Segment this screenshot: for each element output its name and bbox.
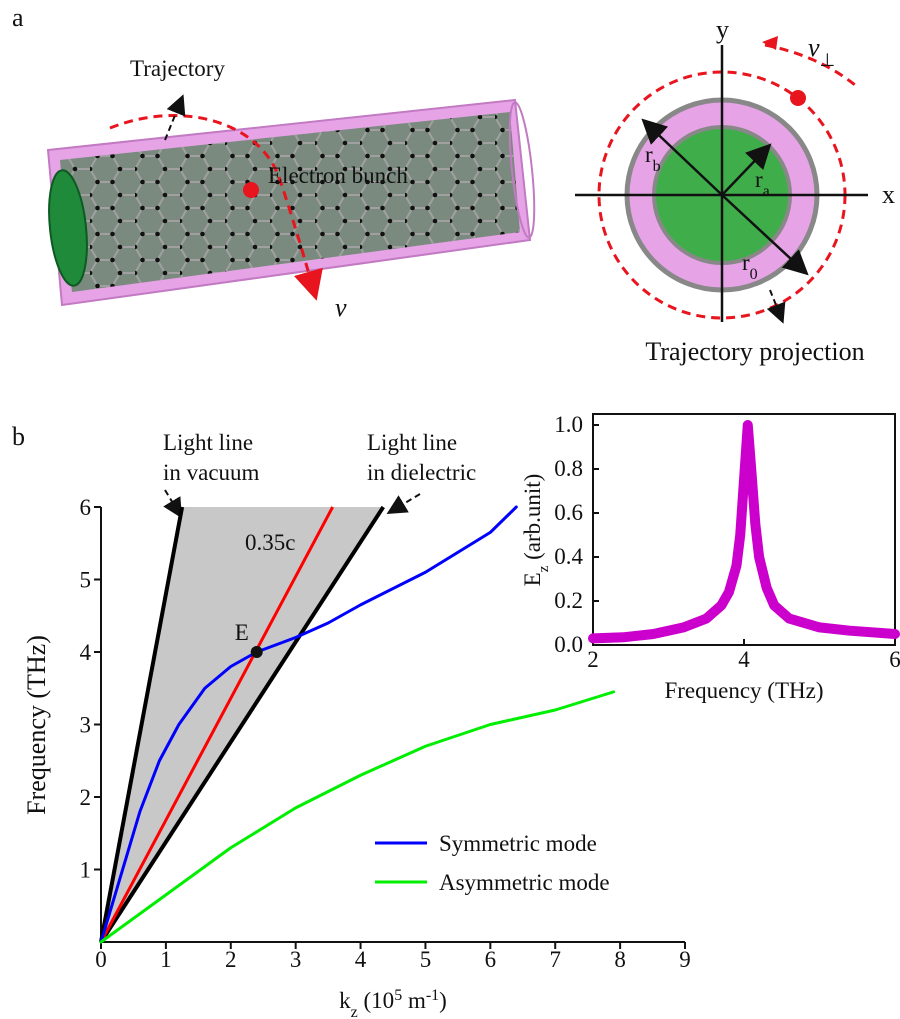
y-axis-title: Ez (arb.unit) [520,474,552,587]
text: (10 [358,988,394,1013]
v: v [808,33,820,62]
reference-label: in dielectric [367,460,476,485]
x-axis-title: kz (105 m-1) [339,987,447,1019]
x-tick-label: 7 [549,947,561,972]
plots: 0 1 2 3 4 5 6 7 8 9 1 2 3 4 5 6 Light line in vacuum Light… [80,412,900,972]
label: Electron bunch [268,163,408,188]
x-tick-label: 8 [614,947,626,972]
x-tick-label: 3 [290,947,302,972]
x-tick-label: 0 [95,947,107,972]
reference-label: 0.35c [245,530,295,555]
reference-line [99,506,185,943]
y-tick-label: 3 [80,713,92,738]
trajectory-arc [109,114,323,301]
x-tick-label: 1 [160,947,172,972]
text: (arb.unit) [520,474,545,566]
electron [243,182,259,198]
label: Trajectory projection [645,337,864,366]
axis-label: y [716,15,729,44]
series-line [588,420,900,644]
y-tick-label: 1 [80,858,92,883]
r: r [645,142,653,167]
panel-label: a [12,3,24,32]
y-tick-label: 0.8 [554,456,583,481]
series-line [99,505,518,944]
label: v [335,293,347,322]
x-tick-label: 6 [485,947,497,972]
legend-label: Symmetric mode [439,831,597,856]
y-tick-label: 0.0 [554,632,583,657]
nanotube [46,98,536,307]
pointer [163,489,183,519]
point [250,646,263,658]
axis-label: x [882,180,895,209]
reference-line [99,506,334,943]
point-label: E [235,620,249,645]
y-tick-label: 1.0 [554,412,583,437]
y-tick-label: 2 [80,785,92,810]
series-line [99,690,616,944]
y-tick-label: 0.6 [554,500,583,525]
k: k [339,988,351,1013]
y-tick-label: 0.2 [554,588,583,613]
reference-label: Light line [163,430,253,455]
cross-section [575,36,868,324]
sub: a [763,183,770,200]
x-tick-label: 9 [679,947,691,972]
x-tick-label: 2 [587,647,599,672]
v-perp-label: v⊥ [808,33,835,70]
y-tick-label: 5 [80,568,92,593]
label: Trajectory [130,56,225,81]
text: m [402,988,426,1013]
sup: -1 [426,987,439,1004]
radius-label: r0 [742,250,758,283]
sub: z [351,1004,358,1019]
e: E [520,572,545,586]
radius-label: rb [645,142,661,175]
y-tick-label: 4 [80,640,92,665]
r: r [755,167,763,192]
y-tick-label: 0.4 [554,544,583,569]
sub: 0 [750,266,758,283]
pointer [386,493,421,515]
reference-label: in vacuum [163,460,260,485]
radius-label: ra [755,167,770,200]
panel-label: b [12,422,25,451]
sup: 5 [394,987,402,1004]
x-tick-label: 4 [355,947,367,972]
x-tick-label: 2 [225,947,237,972]
pointer [164,94,186,141]
text: ) [439,988,447,1013]
sub: b [653,158,661,175]
legend-label: Asymmetric mode [439,870,610,895]
r: r [742,250,750,275]
reference-line [99,505,385,944]
sub: ⊥ [820,50,836,70]
x-tick-label: 4 [738,647,750,672]
x-tick-label: 6 [889,647,900,672]
sub: z [536,565,552,572]
x-axis-title: Frequency (THz) [664,678,823,703]
y-tick-label: 6 [80,495,92,520]
y-axis-title: Frequency (THz) [22,635,51,815]
x-tick-label: 5 [420,947,432,972]
reference-label: Light line [367,430,457,455]
